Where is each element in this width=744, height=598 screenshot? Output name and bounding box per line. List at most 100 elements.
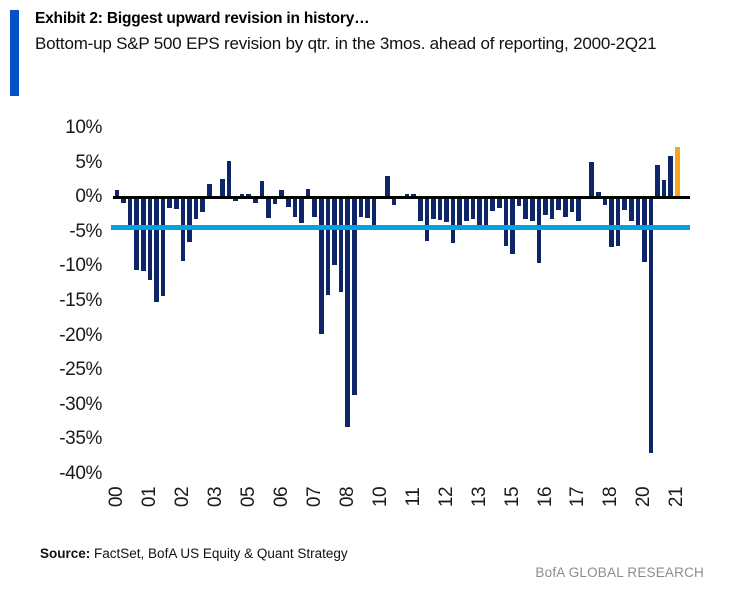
- x-axis-label: 17: [567, 486, 589, 508]
- x-axis-label: 02: [171, 486, 193, 508]
- bar-15Q4: [530, 197, 535, 222]
- bar-16Q4: [556, 197, 561, 210]
- y-axis-label: -15%: [59, 290, 102, 311]
- bar-02Q1: [167, 197, 172, 209]
- bar-08Q2: [332, 197, 337, 265]
- bar-19Q2: [622, 197, 627, 211]
- bar-04Q1: [220, 178, 225, 198]
- x-axis-label: 05: [237, 486, 259, 508]
- bar-12Q4: [450, 197, 456, 243]
- bar-08Q1: [325, 197, 331, 296]
- bar-16Q2: [543, 197, 548, 216]
- bar-17Q3: [576, 197, 581, 222]
- title-accent-bar: [10, 10, 19, 96]
- bar-07Q3: [312, 197, 317, 218]
- bar-16Q3: [549, 197, 555, 220]
- bar-10Q3: [391, 197, 397, 206]
- bar-04Q2: [226, 161, 232, 198]
- bar-19Q4: [635, 197, 641, 230]
- x-axis-label: 11: [402, 487, 424, 507]
- bar-18Q3: [602, 197, 608, 205]
- y-axis-label: -30%: [59, 393, 102, 415]
- bar-00Q4: [134, 197, 139, 270]
- bar-11Q3: [417, 197, 423, 221]
- chart-subtitle: Bottom-up S&P 500 EPS revision by qtr. i…: [35, 34, 657, 53]
- x-axis-label: 07: [303, 486, 325, 508]
- brand-mark: BofA GLOBAL RESEARCH: [535, 565, 704, 580]
- x-axis-label: 00: [105, 486, 127, 508]
- y-axis-label: 5%: [75, 151, 102, 173]
- bar-03Q1: [193, 197, 199, 219]
- bar-20Q2: [648, 197, 654, 453]
- bar-20Q3: [655, 164, 660, 198]
- bar-17Q2: [569, 197, 575, 213]
- bar-06Q3: [286, 197, 291, 207]
- bar-03Q2: [200, 197, 205, 213]
- y-axis-label: 0%: [75, 186, 102, 208]
- bar-18Q2: [595, 191, 601, 198]
- bar-07Q1: [299, 197, 304, 224]
- bar-08Q3: [338, 197, 344, 292]
- exhibit-title: Exhibit 2: Biggest upward revision in hi…: [35, 10, 370, 27]
- y-axis-label: -35%: [59, 428, 102, 450]
- average-line: [111, 225, 690, 231]
- bar-13Q2: [464, 197, 469, 222]
- bar-05Q4: [266, 197, 271, 218]
- y-axis-label: -25%: [59, 359, 102, 381]
- bar-17Q1: [562, 197, 568, 217]
- bar-03Q3: [206, 184, 212, 198]
- bar-06Q2: [279, 189, 285, 198]
- bar-04Q3: [233, 197, 238, 202]
- bar-12Q2: [437, 197, 443, 221]
- bar-14Q3: [497, 197, 502, 208]
- bar-13Q1: [457, 197, 463, 225]
- bar-13Q3: [470, 197, 476, 219]
- x-axis-label: 06: [270, 486, 292, 508]
- bar-05Q3: [259, 181, 265, 198]
- bar-00Q2: [121, 197, 126, 204]
- bar-20Q4: [661, 179, 667, 198]
- y-axis-label: -40%: [59, 463, 102, 484]
- bar-18Q4: [609, 197, 614, 247]
- x-axis-label: 21: [666, 486, 688, 508]
- bar-11Q4: [424, 197, 430, 242]
- y-axis-label: -20%: [59, 324, 102, 346]
- bar-14Q2: [490, 197, 496, 212]
- bar-09Q2: [358, 197, 364, 217]
- bar-01Q4: [160, 197, 166, 297]
- bar-01Q2: [147, 197, 153, 280]
- source-text: FactSet, BofA US Equity & Quant Strategy: [94, 546, 348, 561]
- bar-14Q1: [483, 197, 489, 230]
- bar-05Q1: [246, 193, 252, 198]
- bar-06Q1: [272, 197, 278, 205]
- bar-09Q4: [371, 197, 377, 230]
- bar-01Q3: [154, 197, 159, 303]
- bar-04Q4: [239, 193, 245, 198]
- source-line: Source: FactSet, BofA US Equity & Quant …: [40, 546, 348, 561]
- eps-revision-bar-chart: 10% 5% 0% -5% -10% -15% -20% -25% -30% -35% -40% 0…: [59, 117, 690, 508]
- bar-18Q1: [589, 161, 594, 198]
- bar-21Q2: [675, 146, 680, 198]
- bar-06Q4: [292, 197, 298, 217]
- zero-axis-line: [113, 195, 690, 199]
- y-axis-label: -10%: [59, 255, 102, 277]
- bar-13Q4: [477, 197, 482, 227]
- bar-19Q1: [615, 197, 621, 246]
- bar-15Q2: [516, 197, 522, 207]
- x-axis-label: 13: [468, 486, 490, 508]
- plot-area: [111, 128, 690, 474]
- x-axis-label: 18: [600, 486, 622, 508]
- source-label: Source:: [40, 546, 91, 561]
- bar-00Q3: [127, 197, 133, 229]
- bar-12Q1: [431, 197, 436, 219]
- x-axis-label: 10: [369, 486, 391, 508]
- bar-12Q3: [444, 197, 449, 223]
- y-axis-label: -5%: [69, 220, 102, 242]
- y-axis-label: 10%: [65, 117, 102, 138]
- bar-08Q4: [345, 197, 350, 427]
- bar-05Q2: [253, 197, 258, 203]
- bar-00Q1: [114, 189, 120, 198]
- bar-01Q1: [140, 197, 146, 272]
- bar-07Q4: [319, 197, 324, 334]
- x-axis-label: 12: [435, 486, 457, 508]
